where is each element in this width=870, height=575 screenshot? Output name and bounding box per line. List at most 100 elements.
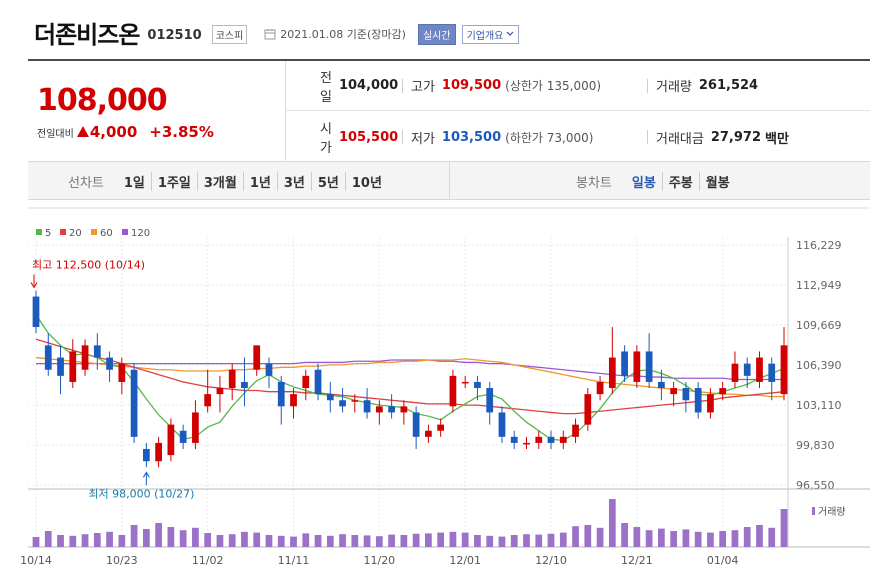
quote-value: 104,000 <box>338 78 399 93</box>
candle-body <box>253 345 261 370</box>
candle-body <box>93 345 101 358</box>
quote-separator <box>647 78 648 93</box>
x-tick-label: 10/23 <box>106 554 138 567</box>
period-item-line[interactable]: 1일 <box>123 175 145 191</box>
volume-bar <box>57 535 64 547</box>
volume-bar <box>658 528 665 547</box>
period-item-line[interactable]: 1년 <box>242 171 277 191</box>
volume-bar <box>645 530 653 547</box>
candle-body <box>474 381 481 389</box>
period-item-candle[interactable]: 월봉 <box>698 171 736 191</box>
y-tick-label: 116,229 <box>796 239 842 252</box>
quote-key: 시가 <box>320 122 332 156</box>
candle-body <box>326 394 334 401</box>
volume-bar <box>339 534 346 547</box>
candle-body <box>584 394 592 425</box>
legend-swatch <box>122 229 128 235</box>
volume-bar <box>608 499 616 547</box>
candle-body <box>69 351 77 382</box>
x-tick-label: 11/20 <box>363 554 395 567</box>
volume-bar <box>474 535 481 547</box>
quote-value: 261,524 <box>698 78 759 93</box>
candle-body <box>106 357 113 370</box>
stock-code: 012510 <box>147 27 202 43</box>
volume-bar <box>694 531 702 547</box>
candle-chart-periods: 봉차트 일봉 주봉 월봉 <box>576 162 736 200</box>
candle-body <box>645 351 653 382</box>
quote-cell: 거래대금 27,972 백만 <box>656 128 856 147</box>
realtime-button[interactable]: 실시간 <box>417 23 456 45</box>
high-annotation: 최고 112,500 (10/14) <box>32 258 145 271</box>
candle-body <box>314 369 322 395</box>
volume-bar <box>535 534 543 547</box>
candle-body <box>596 381 604 395</box>
volume-bar <box>572 526 579 547</box>
volume-bar <box>584 525 592 547</box>
chart-svg[interactable]: 116,229 112,949 109,669 106,390 103,110 99,83… <box>0 200 870 575</box>
low-annotation: 최저 98,000 (10/27) <box>88 487 194 500</box>
quote-row-1: 전일 104,000 고가 109,500 (상한가 135,000) 거래량 261,52… <box>286 61 870 111</box>
candle-body <box>277 381 285 407</box>
legend-label: 20 <box>69 228 82 239</box>
volume-legend-swatch <box>812 507 815 515</box>
period-item-line[interactable]: 3년 <box>276 171 311 191</box>
candle-body <box>547 436 555 443</box>
volume-bar <box>302 533 310 547</box>
x-tick-label: 10/14 <box>20 554 52 567</box>
quote-value: 103,500 <box>441 129 502 145</box>
candle-body <box>559 436 567 443</box>
volume-legend-label: 거래량 <box>818 506 846 518</box>
period-item-line[interactable]: 3개월 <box>196 171 243 191</box>
quote-cell: 전일 104,000 <box>286 71 398 105</box>
legend-label: 5 <box>45 228 51 239</box>
line-chart-label: 선차트 <box>68 175 104 191</box>
price-panel: 108,000 전일대비 4,000 +3.85% <box>28 61 286 162</box>
volume-bar <box>412 533 420 547</box>
volume-bar <box>756 525 763 547</box>
volume-bar <box>461 532 469 547</box>
change-row: 전일대비 4,000 +3.85% <box>37 123 214 141</box>
volume-bar <box>228 534 236 547</box>
candle-body <box>290 394 297 407</box>
up-arrow-icon <box>142 471 150 478</box>
volume-bar <box>449 531 457 547</box>
volume-bar <box>32 537 40 547</box>
candle-body <box>694 388 702 413</box>
volume-bar <box>142 529 150 547</box>
quote-sub: (하한가 73,000) <box>505 130 594 145</box>
volume-bar <box>780 509 788 547</box>
volume-bar <box>596 527 604 547</box>
change-percent: +3.85% <box>149 123 214 141</box>
candle-body <box>118 363 126 382</box>
volume-bar <box>621 523 628 547</box>
candle-body <box>731 363 739 382</box>
x-tick-label: 01/04 <box>707 554 739 567</box>
volume-bar <box>388 534 395 547</box>
volume-bar <box>192 527 199 547</box>
candle-body <box>265 363 273 376</box>
candle-body <box>351 400 359 402</box>
volume-bar <box>167 527 175 547</box>
volume-bar <box>400 535 408 547</box>
candle-body <box>155 442 162 462</box>
candle-body <box>44 345 52 370</box>
x-tick-label: 11/02 <box>192 554 224 567</box>
volume-bar <box>768 527 776 547</box>
period-item-candle[interactable]: 주봉 <box>661 171 699 191</box>
candle-body <box>682 388 690 401</box>
stock-header: 더존비즈온 012510 코스피 2021.01.08 기준(장마감) 실시간 … <box>34 16 520 49</box>
period-item-candle[interactable]: 일봉 <box>631 175 656 191</box>
volume-bar <box>719 531 727 547</box>
period-item-line[interactable]: 10년 <box>344 171 388 191</box>
candle-body <box>302 375 310 389</box>
volume-bar <box>130 525 138 547</box>
stock-chart[interactable]: 116,229 112,949 109,669 106,390 103,110 99,83… <box>0 200 870 575</box>
period-divider <box>449 162 450 200</box>
quote-value: 27,972 <box>710 129 762 145</box>
company-info-button[interactable]: 기업개요 <box>461 24 520 44</box>
calendar-icon <box>263 28 276 41</box>
period-item-line[interactable]: 1주일 <box>150 171 197 191</box>
volume-bar <box>69 535 77 547</box>
period-item-line[interactable]: 5년 <box>310 171 345 191</box>
quote-cell: 거래량 261,524 <box>656 77 856 95</box>
